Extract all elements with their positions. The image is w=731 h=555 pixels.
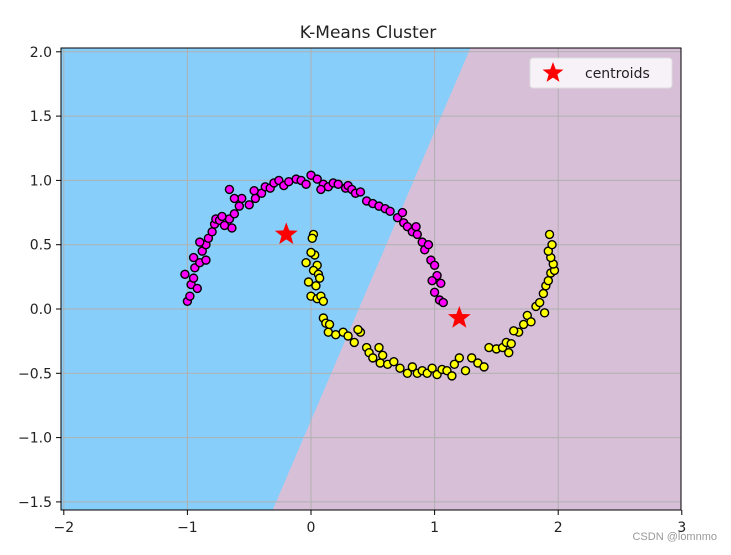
- plot-frame: [60, 47, 682, 511]
- legend-box: [529, 57, 673, 89]
- centroid-star-icon: [274, 222, 298, 245]
- x-tick-label: 2: [554, 520, 563, 536]
- x-tick-label: 3: [677, 520, 686, 536]
- x-tick-label: −2: [53, 520, 74, 536]
- y-tick-label: 1.5: [30, 109, 52, 125]
- y-tick-label: −1.0: [18, 431, 52, 447]
- grid-lines: [61, 48, 681, 510]
- star-icon: [542, 62, 564, 82]
- x-axis: −2 −1 0 1 2 3: [53, 510, 686, 536]
- centroid-markers: [274, 222, 471, 328]
- y-tick-label: 2.0: [30, 45, 52, 61]
- y-tick-label: −0.5: [18, 366, 52, 382]
- legend-label-centroids: centroids: [585, 66, 650, 82]
- y-tick-label: 0.0: [30, 302, 52, 318]
- chart-title: K-Means Cluster: [300, 23, 436, 43]
- legend: centroids: [529, 57, 673, 89]
- x-tick-label: 0: [307, 520, 316, 536]
- y-tick-label: −1.5: [18, 495, 52, 511]
- y-tick-label: 1.0: [30, 173, 52, 189]
- x-tick-label: 1: [430, 520, 439, 536]
- watermark: CSDN @lomnmo: [632, 531, 717, 543]
- y-axis: 2.0 1.5 1.0 0.5 0.0 −0.5 −1.0 −1.5: [18, 45, 61, 511]
- cluster-region-left: [61, 48, 471, 510]
- x-tick-label: −1: [177, 520, 198, 536]
- data-points: [180, 170, 560, 381]
- centroid-star-icon: [447, 306, 471, 328]
- y-tick-label: 0.5: [30, 238, 52, 254]
